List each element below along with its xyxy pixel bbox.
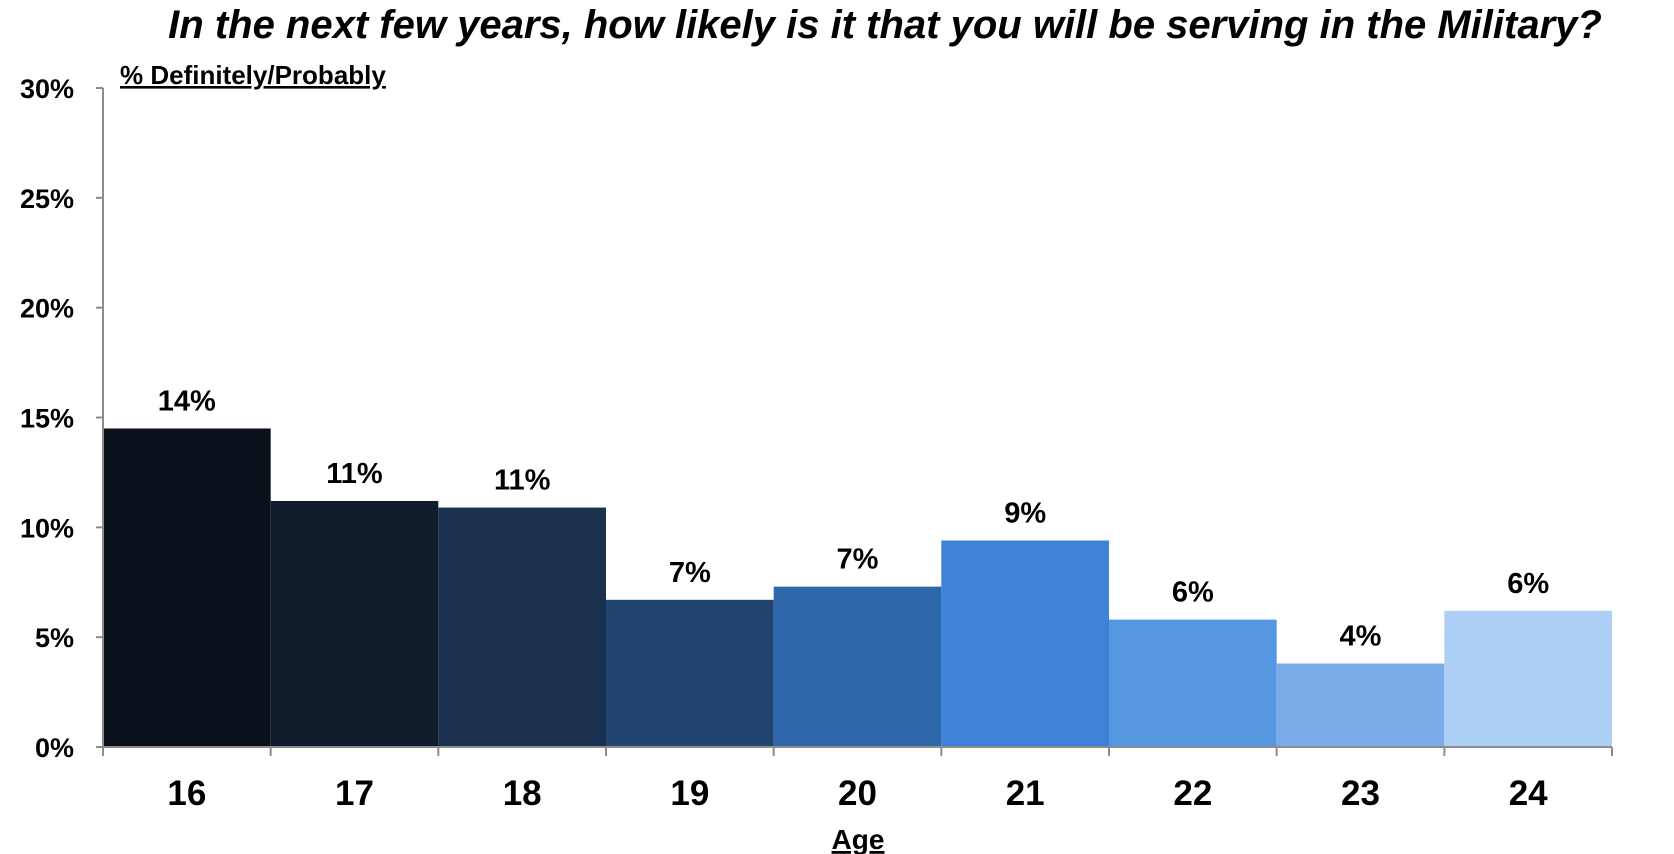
bar-age-18 (438, 507, 606, 747)
chart-subtitle: % Definitely/Probably (120, 60, 386, 90)
y-tick-label: 10% (20, 513, 74, 543)
x-tick-label: 22 (1173, 774, 1212, 813)
y-tick-label: 20% (20, 294, 74, 324)
bar-data-label: 6% (1172, 577, 1214, 609)
x-axis-ticks: 16 17 18 19 20 21 22 23 24 (102, 747, 1613, 813)
bar-age-19 (606, 599, 774, 747)
x-tick-label: 20 (838, 774, 877, 813)
bar-age-24 (1444, 610, 1612, 747)
bar-data-label: 7% (837, 544, 879, 576)
bar-age-23 (1276, 663, 1445, 747)
bar-data-label: 7% (669, 557, 711, 589)
bar-data-label: 4% (1340, 621, 1382, 653)
axes (102, 88, 1612, 748)
bar-age-22 (1109, 619, 1277, 747)
y-axis-ticks: 0% 5% 10% 15% 20% 25% 30% (20, 74, 103, 763)
bar-data-label: 11% (326, 458, 383, 490)
x-tick-label: 16 (167, 774, 206, 813)
chart-title: In the next few years, how likely is it … (168, 3, 1602, 47)
y-tick-label: 5% (35, 623, 74, 653)
x-tick-label: 17 (335, 774, 374, 813)
bar-age-21 (941, 540, 1109, 747)
bar-data-label: 11% (494, 465, 551, 497)
bar-age-17 (270, 500, 439, 747)
y-tick-label: 25% (20, 184, 74, 214)
x-tick-label: 21 (1006, 774, 1045, 813)
y-tick-label: 0% (35, 733, 74, 763)
bar-data-labels: 14% 11% 11% 7% 7% 9% 6% 4% 6% (158, 385, 1550, 652)
x-axis-label: Age (832, 824, 885, 854)
x-tick-label: 23 (1341, 774, 1380, 813)
x-tick-label: 19 (670, 774, 709, 813)
y-tick-label: 15% (20, 404, 74, 434)
bar-age-16 (103, 428, 271, 747)
x-tick-label: 18 (503, 774, 542, 813)
bar-data-label: 9% (1004, 498, 1046, 530)
x-tick-label: 24 (1509, 774, 1548, 813)
bars (103, 428, 1612, 747)
bar-data-label: 14% (158, 385, 216, 417)
bar-age-20 (773, 586, 942, 747)
y-tick-label: 30% (20, 74, 74, 104)
bar-data-label: 6% (1507, 568, 1549, 600)
